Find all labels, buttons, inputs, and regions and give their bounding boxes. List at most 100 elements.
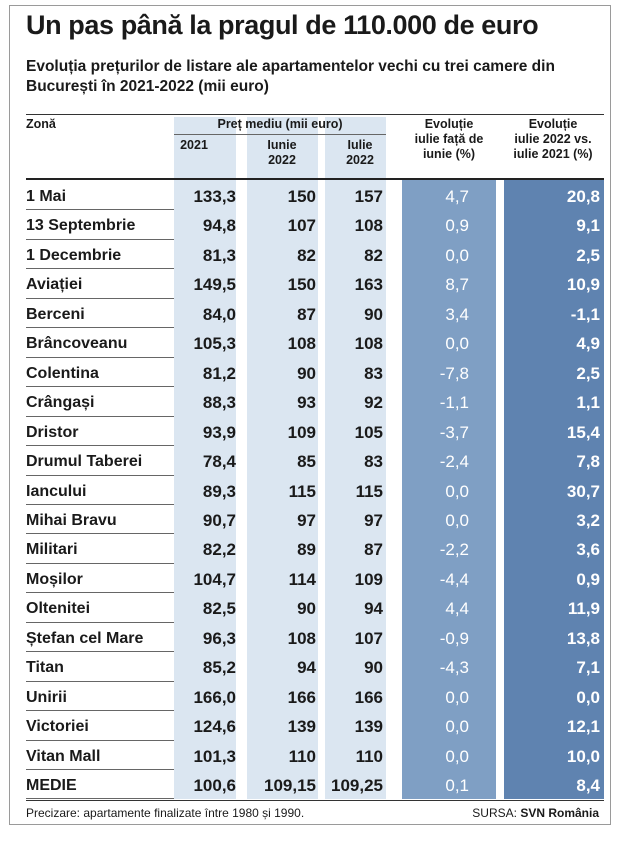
cell-2021: 81,3 <box>202 245 236 265</box>
row-separator <box>26 562 174 564</box>
cell-2021: 94,8 <box>202 216 236 236</box>
cell-zone: Iancului <box>26 482 87 500</box>
cell-zone: Colentina <box>26 364 99 382</box>
cell-evo-month: 0,0 <box>445 687 469 707</box>
col-bg-evo-month <box>402 180 496 799</box>
cell-iulie-2022: 107 <box>354 628 383 648</box>
cell-zone: Brâncoveanu <box>26 335 128 353</box>
table-row: Vitan Mall 101,3 110 110 0,0 10,0 <box>26 741 604 770</box>
row-separator <box>26 209 174 211</box>
row-separator <box>26 445 174 447</box>
cell-iunie-2022: 90 <box>297 599 316 619</box>
cell-evo-year: 20,8 <box>566 187 600 206</box>
cell-zone: Aviației <box>26 276 83 294</box>
cell-iulie-2022: 83 <box>364 452 383 472</box>
cell-2021: 84,0 <box>202 304 236 324</box>
row-separator <box>26 503 174 505</box>
row-separator <box>26 798 174 800</box>
cell-evo-year: 2,5 <box>576 245 600 265</box>
cell-2021: 85,2 <box>202 658 236 678</box>
cell-zone: 13 Septembrie <box>26 217 136 235</box>
cell-zone: Dristor <box>26 423 79 441</box>
cell-evo-year: -1,1 <box>570 304 600 324</box>
cell-iulie-2022: 115 <box>355 481 383 501</box>
cell-evo-month: -0,9 <box>439 628 469 648</box>
table-row: 1 Mai 133,3 150 157 4,7 20,8 <box>26 181 604 210</box>
table-row: MEDIE 100,6 109,15 109,25 0,1 8,4 <box>26 770 604 799</box>
header-top-rule <box>26 114 604 115</box>
cell-evo-year: 15,4 <box>566 422 600 442</box>
col-bg-evo-year <box>504 180 604 799</box>
header-iulie-line2: 2022 <box>346 153 374 167</box>
cell-iulie-2022: 166 <box>354 687 383 707</box>
row-separator <box>26 297 174 299</box>
cell-2021: 82,5 <box>202 599 236 619</box>
row-separator <box>26 769 174 770</box>
table-row: Aviației 149,5 150 163 8,7 10,9 <box>26 269 604 298</box>
header-price-group: Preț mediu (mii euro) <box>217 117 343 131</box>
cell-2021: 96,3 <box>202 628 236 648</box>
row-separator <box>26 386 174 388</box>
cell-evo-year: 11,9 <box>567 599 600 619</box>
cell-2021: 104,7 <box>193 569 236 589</box>
cell-evo-year: 0,9 <box>576 569 600 589</box>
table-row: Militari 82,2 89 87 -2,2 3,6 <box>26 534 604 563</box>
header-evo-month-line2: iulie față de <box>414 132 484 146</box>
cell-zone: Ștefan cel Mare <box>26 629 144 647</box>
cell-zone: Titan <box>26 659 64 677</box>
cell-evo-month: 0,1 <box>445 776 469 795</box>
cell-evo-year: 7,8 <box>576 452 600 472</box>
cell-iunie-2022: 94 <box>297 658 316 678</box>
header-evo-month-line3: iunie (%) <box>422 147 476 161</box>
table-row: Colentina 81,2 90 83 -7,8 2,5 <box>26 358 604 387</box>
header-evo-year: Evoluție iulie 2022 vs. iulie 2021 (%) <box>500 117 606 162</box>
cell-iunie-2022: 109,15 <box>264 776 316 795</box>
cell-iulie-2022: 83 <box>364 363 383 383</box>
cell-2021: 100,6 <box>193 776 236 795</box>
table-row: Crângași 88,3 93 92 -1,1 1,1 <box>26 387 604 416</box>
cell-zone: Crângași <box>26 394 95 412</box>
table-row: Mihai Bravu 90,7 97 97 0,0 3,2 <box>26 505 604 534</box>
row-separator <box>26 651 174 653</box>
cell-zone: MEDIE <box>26 777 77 794</box>
cell-evo-year: 10,0 <box>566 746 600 766</box>
cell-iunie-2022: 93 <box>297 393 316 413</box>
cell-evo-year: 2,5 <box>576 363 600 383</box>
header-group-rule <box>174 134 386 135</box>
col-bg-2021 <box>174 117 236 799</box>
cell-evo-year: 7,1 <box>576 658 600 678</box>
table-row: Titan 85,2 94 90 -4,3 7,1 <box>26 652 604 681</box>
header-bottom-rule <box>26 178 604 180</box>
cell-2021: 90,7 <box>202 510 236 530</box>
cell-evo-month: -7,8 <box>439 363 469 383</box>
table-row: Drumul Taberei 78,4 85 83 -2,4 7,8 <box>26 446 604 475</box>
cell-evo-month: 4,4 <box>445 599 469 619</box>
cell-2021: 101,3 <box>193 746 236 766</box>
cell-evo-year: 8,4 <box>576 776 600 795</box>
cell-iunie-2022: 166 <box>287 687 316 707</box>
cell-evo-year: 30,7 <box>566 481 600 501</box>
header-iunie-line1: Iunie <box>267 138 297 152</box>
cell-evo-year: 1,1 <box>576 393 600 413</box>
cell-2021: 78,4 <box>202 452 236 472</box>
cell-2021: 82,2 <box>202 540 236 560</box>
cell-evo-month: -1,1 <box>439 393 469 413</box>
table-bottom-rule <box>26 800 604 801</box>
table-row: Dristor 93,9 109 105 -3,7 15,4 <box>26 417 604 446</box>
cell-evo-month: 0,0 <box>445 717 469 737</box>
table-row: Moșilor 104,7 114 109 -4,4 0,9 <box>26 564 604 593</box>
cell-zone: Unirii <box>26 688 67 706</box>
cell-iulie-2022: 157 <box>354 187 383 206</box>
header-evo-year-line3: iulie 2021 (%) <box>513 147 593 161</box>
header-iulie-line1: Iulie <box>347 138 373 152</box>
cell-evo-month: -2,2 <box>439 540 469 560</box>
cell-iulie-2022: 82 <box>364 245 383 265</box>
row-separator <box>26 739 174 741</box>
cell-zone: Moșilor <box>26 570 83 588</box>
col-bg-iulie <box>325 117 386 799</box>
cell-iulie-2022: 109 <box>354 569 383 589</box>
cell-iunie-2022: 108 <box>287 334 316 354</box>
cell-iunie-2022: 115 <box>288 481 316 501</box>
table-row: Unirii 166,0 166 166 0,0 0,0 <box>26 682 604 711</box>
cell-2021: 89,3 <box>202 481 236 501</box>
